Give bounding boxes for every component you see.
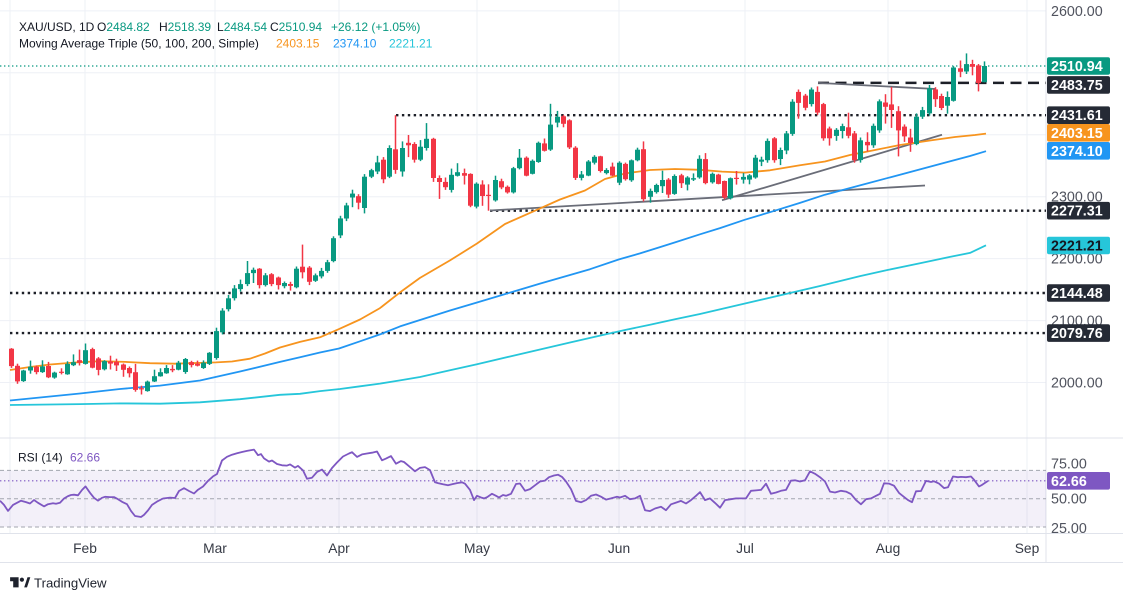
svg-text:Moving Average Triple (50, 100: Moving Average Triple (50, 100, 200, Sim… [19,37,433,51]
svg-text:TradingView: TradingView [34,576,107,591]
svg-text:2403.15: 2403.15 [1051,126,1103,142]
svg-text:Jun: Jun [608,541,630,556]
svg-text:Jul: Jul [736,541,754,556]
svg-text:2300.00: 2300.00 [1051,190,1103,206]
svg-text:Apr: Apr [328,541,350,556]
svg-text:2600.00: 2600.00 [1051,4,1103,20]
svg-text:2374.10: 2374.10 [1051,144,1103,160]
svg-text:25.00: 25.00 [1051,521,1087,537]
svg-text:75.00: 75.00 [1051,456,1087,472]
svg-text:2277.31: 2277.31 [1051,204,1103,220]
svg-text:2221.21: 2221.21 [1051,239,1103,255]
svg-text:2144.48: 2144.48 [1051,286,1103,302]
svg-text:2000.00: 2000.00 [1051,376,1103,392]
svg-text:RSI (14)62.66: RSI (14) 62.66 [18,451,100,465]
svg-text:2079.76: 2079.76 [1051,326,1103,342]
svg-text:Mar: Mar [203,541,227,556]
svg-text:50.00: 50.00 [1051,492,1087,508]
svg-text:2483.75: 2483.75 [1051,78,1103,94]
svg-text:Sep: Sep [1015,541,1040,556]
svg-text:Aug: Aug [876,541,901,556]
svg-text:2431.61: 2431.61 [1051,108,1103,124]
svg-text:2510.94: 2510.94 [1051,59,1103,75]
svg-text:Feb: Feb [73,541,97,556]
svg-text:62.66: 62.66 [1051,474,1087,490]
svg-text:2200.00: 2200.00 [1051,252,1103,268]
svg-text:May: May [464,541,490,556]
